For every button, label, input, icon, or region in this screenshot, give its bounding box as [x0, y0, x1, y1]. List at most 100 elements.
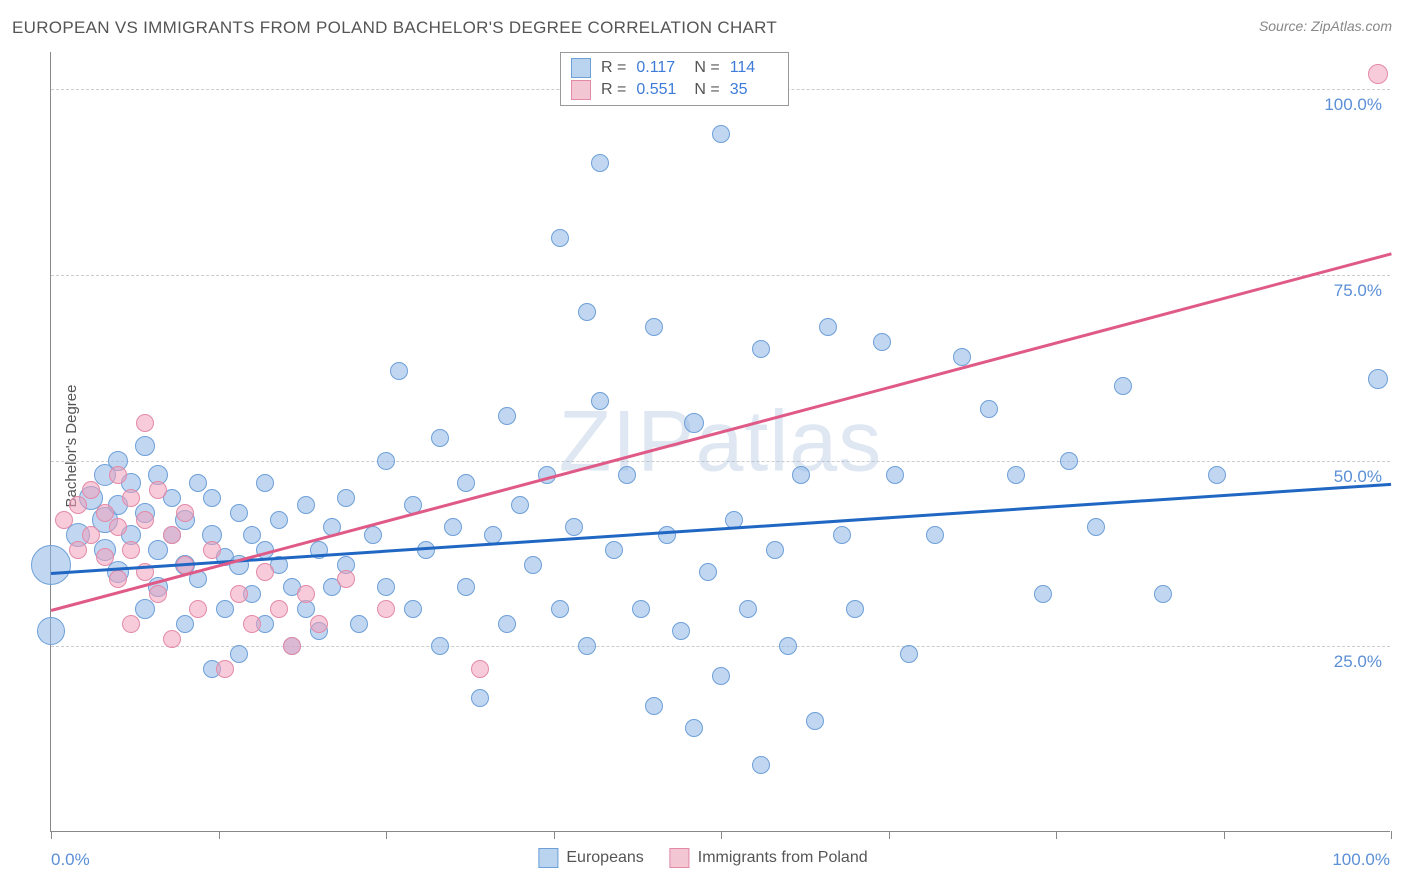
- data-point: [377, 600, 395, 618]
- data-point: [96, 504, 114, 522]
- data-point: [216, 660, 234, 678]
- x-tick-label: 0.0%: [51, 850, 90, 870]
- swatch-icon: [571, 80, 591, 100]
- stat-label: N =: [694, 81, 719, 99]
- data-point: [806, 712, 824, 730]
- data-point: [511, 496, 529, 514]
- gridline: [51, 646, 1390, 647]
- data-point: [672, 622, 690, 640]
- data-point: [551, 600, 569, 618]
- data-point: [404, 600, 422, 618]
- data-point: [31, 545, 71, 585]
- data-point: [712, 125, 730, 143]
- x-tick: [386, 831, 387, 839]
- data-point: [230, 504, 248, 522]
- stat-label: N =: [694, 59, 719, 77]
- data-point: [96, 548, 114, 566]
- data-point: [618, 466, 636, 484]
- data-point: [457, 578, 475, 596]
- stat-n-value: 114: [730, 59, 778, 77]
- data-point: [900, 645, 918, 663]
- data-point: [109, 518, 127, 536]
- data-point: [524, 556, 542, 574]
- chart-title: EUROPEAN VS IMMIGRANTS FROM POLAND BACHE…: [12, 18, 777, 38]
- data-point: [148, 540, 168, 560]
- data-point: [69, 541, 87, 559]
- data-point: [122, 541, 140, 559]
- data-point: [498, 407, 516, 425]
- data-point: [69, 496, 87, 514]
- source-attribution: Source: ZipAtlas.com: [1259, 18, 1392, 34]
- data-point: [176, 504, 194, 522]
- data-point: [203, 489, 221, 507]
- stat-label: R =: [601, 81, 626, 99]
- data-point: [297, 585, 315, 603]
- data-point: [1114, 377, 1132, 395]
- data-point: [149, 585, 167, 603]
- data-point: [1208, 466, 1226, 484]
- data-point: [685, 719, 703, 737]
- data-point: [926, 526, 944, 544]
- data-point: [297, 496, 315, 514]
- data-point: [591, 392, 609, 410]
- stats-row: R = 0.551 N = 35: [571, 79, 778, 101]
- data-point: [243, 615, 261, 633]
- data-point: [136, 511, 154, 529]
- x-tick: [554, 831, 555, 839]
- x-tick: [1391, 831, 1392, 839]
- data-point: [684, 413, 704, 433]
- data-point: [163, 526, 181, 544]
- data-point: [122, 615, 140, 633]
- data-point: [632, 600, 650, 618]
- data-point: [833, 526, 851, 544]
- data-point: [243, 526, 261, 544]
- data-point: [176, 615, 194, 633]
- data-point: [163, 630, 181, 648]
- data-point: [109, 466, 127, 484]
- x-tick: [1056, 831, 1057, 839]
- data-point: [109, 570, 127, 588]
- stats-legend: R = 0.117 N = 114 R = 0.551 N = 35: [560, 52, 789, 106]
- data-point: [431, 637, 449, 655]
- data-point: [310, 615, 328, 633]
- y-tick-label: 100.0%: [1324, 95, 1382, 115]
- data-point: [189, 474, 207, 492]
- data-point: [766, 541, 784, 559]
- data-point: [457, 474, 475, 492]
- data-point: [82, 526, 100, 544]
- data-point: [498, 615, 516, 633]
- data-point: [819, 318, 837, 336]
- data-point: [1154, 585, 1172, 603]
- data-point: [189, 600, 207, 618]
- data-point: [779, 637, 797, 655]
- data-point: [752, 340, 770, 358]
- stat-n-value: 35: [730, 81, 778, 99]
- data-point: [591, 154, 609, 172]
- data-point: [256, 474, 274, 492]
- data-point: [431, 429, 449, 447]
- data-point: [283, 637, 301, 655]
- x-tick: [1224, 831, 1225, 839]
- y-tick-label: 75.0%: [1334, 281, 1382, 301]
- data-point: [216, 600, 234, 618]
- data-point: [1007, 466, 1025, 484]
- bottom-legend: Europeans Immigrants from Poland: [538, 848, 867, 868]
- data-point: [55, 511, 73, 529]
- data-point: [1060, 452, 1078, 470]
- data-point: [136, 414, 154, 432]
- gridline: [51, 275, 1390, 276]
- data-point: [1087, 518, 1105, 536]
- x-tick-label: 100.0%: [1332, 850, 1390, 870]
- stat-r-value: 0.117: [636, 59, 684, 77]
- data-point: [1368, 369, 1388, 389]
- data-point: [752, 756, 770, 774]
- data-point: [377, 452, 395, 470]
- x-tick: [889, 831, 890, 839]
- data-point: [256, 563, 274, 581]
- data-point: [230, 585, 248, 603]
- data-point: [350, 615, 368, 633]
- data-point: [270, 511, 288, 529]
- legend-item: Immigrants from Poland: [670, 848, 868, 868]
- legend-label: Europeans: [566, 849, 643, 867]
- data-point: [203, 541, 221, 559]
